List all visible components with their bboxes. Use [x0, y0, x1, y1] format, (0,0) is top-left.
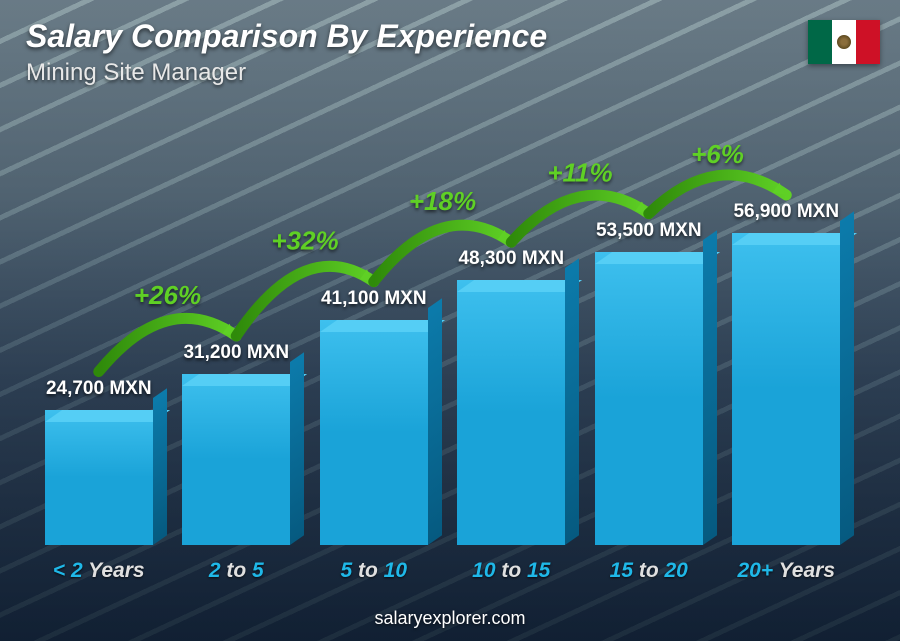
x-axis-label: 10 to 15	[472, 559, 550, 583]
bar	[320, 320, 428, 545]
page-subtitle: Mining Site Manager	[26, 59, 547, 87]
bar-value-label: 24,700 MXN	[46, 378, 152, 400]
footer-attribution: salaryexplorer.com	[0, 608, 900, 629]
bar	[457, 280, 565, 545]
infographic-container: Salary Comparison By Experience Mining S…	[0, 0, 900, 641]
bar-slot: 48,300 MXN 10 to 15	[443, 248, 581, 583]
x-axis-label: 15 to 20	[610, 559, 688, 583]
bar-value-label: 53,500 MXN	[596, 220, 702, 242]
bar-slot: 56,900 MXN 20+ Years	[718, 201, 856, 583]
bar-value-label: 41,100 MXN	[321, 288, 427, 310]
page-title: Salary Comparison By Experience	[26, 18, 547, 55]
bar-slot: 41,100 MXN 5 to 10	[305, 288, 443, 583]
bar-slot: 24,700 MXN < 2 Years	[30, 378, 168, 583]
bar	[732, 233, 840, 545]
bar	[182, 374, 290, 545]
x-axis-label: 5 to 10	[340, 559, 407, 583]
bar-value-label: 31,200 MXN	[183, 342, 289, 364]
bar-slot: 53,500 MXN 15 to 20	[580, 220, 718, 583]
bar	[45, 410, 153, 545]
bar	[595, 252, 703, 545]
bar-value-label: 48,300 MXN	[458, 248, 564, 270]
x-axis-label: 20+ Years	[737, 559, 835, 583]
mexico-flag-icon	[808, 20, 880, 64]
bar-chart: 24,700 MXN < 2 Years 31,200 MXN 2 to 5 41,10…	[30, 120, 855, 583]
header: Salary Comparison By Experience Mining S…	[26, 18, 547, 87]
x-axis-label: 2 to 5	[209, 559, 264, 583]
bar-slot: 31,200 MXN 2 to 5	[168, 342, 306, 583]
bar-value-label: 56,900 MXN	[733, 201, 839, 223]
x-axis-label: < 2 Years	[53, 559, 145, 583]
